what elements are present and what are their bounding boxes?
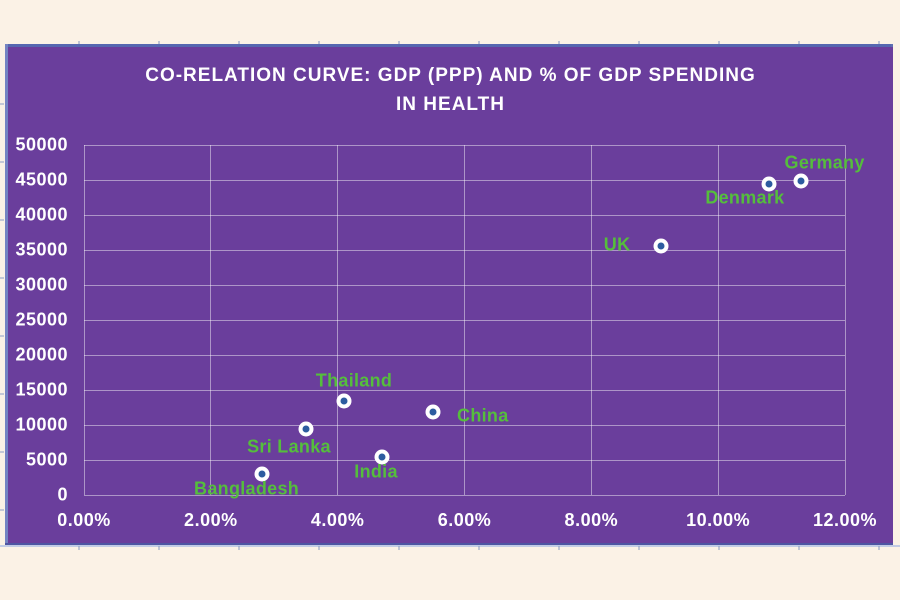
y-axis-tick-label: 15000 — [15, 379, 68, 400]
gridline-horizontal — [84, 319, 845, 321]
x-axis-tick-label: 8.00% — [564, 510, 619, 530]
y-axis-tick-label: 25000 — [15, 309, 68, 330]
chart-border-bottom — [5, 543, 893, 545]
y-axis-tick-label: 30000 — [15, 274, 68, 295]
gridline-vertical — [210, 145, 212, 495]
x-axis-tick-label: 4.00% — [310, 510, 365, 530]
data-point-dot — [258, 470, 266, 478]
country-label-bangladesh: Bangladesh — [194, 478, 300, 499]
data-point-dot — [429, 408, 437, 416]
chart-title-line-2: IN HEALTH — [396, 94, 505, 115]
data-point-germany — [793, 173, 809, 189]
gridline-horizontal — [84, 459, 845, 461]
chart-title: CO-RELATION CURVE: GDP (PPP) AND % OF GD… — [8, 61, 893, 119]
gridline-horizontal — [84, 424, 845, 426]
data-point-thailand — [336, 393, 352, 408]
y-axis-tick-label: 35000 — [15, 239, 68, 260]
data-point-dot — [765, 180, 773, 187]
y-axis-tick-label: 50000 — [15, 134, 68, 155]
country-label-denmark: Denmark — [705, 187, 785, 207]
gridline-vertical — [590, 145, 592, 495]
gridline-vertical — [717, 145, 719, 495]
gridline-horizontal — [84, 494, 845, 496]
x-axis-tick-label: 6.00% — [437, 510, 492, 530]
spreadsheet-gridline-ticks-bottom — [0, 546, 900, 550]
x-axis-tick-label: 2.00% — [184, 510, 238, 530]
spreadsheet-gridline-ticks-left — [0, 47, 4, 543]
data-point-denmark — [761, 176, 777, 191]
y-axis-tick-label: 0 — [57, 484, 68, 505]
country-label-uk: UK — [603, 234, 631, 255]
gridline-horizontal — [84, 179, 845, 181]
country-label-india: India — [354, 461, 398, 481]
country-label-thailand: Thailand — [315, 370, 393, 390]
gridline-vertical — [844, 145, 846, 495]
gridline-horizontal — [84, 144, 845, 146]
gridline-horizontal — [84, 249, 845, 251]
data-point-dot — [657, 242, 665, 250]
y-axis-tick-label: 5000 — [25, 449, 68, 470]
data-point-dot — [302, 425, 310, 432]
data-point-dot — [340, 397, 348, 404]
y-axis-tick-label: 10000 — [15, 414, 68, 435]
spreadsheet-gridline-ticks-top — [0, 41, 900, 45]
gridline-vertical — [337, 145, 339, 495]
x-axis-tick-label: 12.00% — [812, 510, 878, 530]
data-point-uk — [653, 238, 669, 254]
gridline-horizontal — [84, 389, 845, 391]
data-point-sri-lanka — [298, 421, 314, 436]
data-point-bangladesh — [254, 466, 270, 482]
data-point-india — [374, 449, 390, 464]
data-point-dot — [378, 453, 386, 460]
chart-border-top — [5, 44, 893, 47]
gridline-horizontal — [84, 284, 845, 286]
x-axis-tick-label: 0.00% — [57, 510, 111, 530]
data-point-dot — [797, 177, 805, 185]
chart-border-left — [5, 44, 8, 545]
scatter-chart: CO-RELATION CURVE: GDP (PPP) AND % OF GD… — [8, 47, 893, 543]
gridline-vertical — [464, 145, 465, 495]
gridline-vertical — [83, 145, 85, 495]
country-label-germany: Germany — [784, 152, 865, 173]
country-label-china: China — [457, 405, 509, 426]
country-label-sri-lanka: Sri Lanka — [247, 436, 331, 456]
gridline-horizontal — [84, 214, 845, 216]
chart-title-line-1: CO-RELATION CURVE: GDP (PPP) AND % OF GD… — [145, 65, 756, 86]
gridline-horizontal — [84, 354, 845, 356]
y-axis-tick-label: 40000 — [15, 204, 68, 225]
x-axis-tick-label: 10.00% — [686, 510, 751, 530]
y-axis-tick-label: 20000 — [15, 344, 68, 365]
data-point-china — [425, 404, 441, 420]
y-axis-tick-label: 45000 — [15, 169, 68, 190]
